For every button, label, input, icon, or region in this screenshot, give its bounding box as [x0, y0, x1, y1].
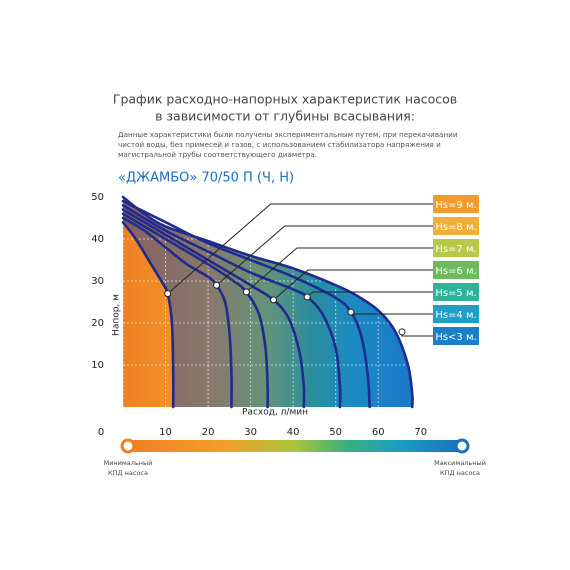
title-line: График расходно-напорных характеристик н…: [113, 92, 457, 107]
operating-point: [303, 293, 311, 301]
x-tick-label: 40: [287, 427, 300, 438]
x-tick-label: 20: [202, 427, 215, 438]
legend-label: Hs<3 м.: [435, 332, 476, 343]
subtitle: «ДЖАМБО» 70/50 П (Ч, Н): [118, 171, 294, 186]
leader-line: [246, 247, 433, 293]
legend-label: Hs=9 м.: [435, 200, 476, 211]
pump-curve: [121, 220, 175, 409]
x-axis-label: Расход, л/мин: [242, 408, 308, 418]
legend-box: [433, 195, 479, 213]
legend-box: [433, 261, 479, 279]
y-tick-label: 10: [91, 360, 104, 371]
x-tick-label: 60: [372, 427, 385, 438]
pump-curve: [121, 204, 342, 409]
note-line: магистральной трубы соответствующего диа…: [118, 150, 317, 159]
colorbar-label: КПД насоса: [440, 469, 480, 477]
colorbar-end: [454, 438, 470, 454]
operating-point: [213, 281, 221, 289]
note-line: чистой воды, без примесей и газов, с исп…: [118, 140, 441, 149]
colorbar-label: Максимальный: [434, 459, 486, 467]
x-tick-label: 70: [414, 427, 427, 438]
legend-box: [433, 283, 479, 301]
y-axis-label: Напор, м: [112, 294, 122, 336]
operating-point: [347, 308, 355, 316]
y-tick-label: 20: [91, 318, 104, 329]
y-tick-label: 50: [91, 192, 104, 203]
operating-point: [398, 328, 406, 336]
legend-label: Hs=7 м.: [435, 244, 476, 255]
title-line: в зависимости от глубины всасывания:: [155, 109, 415, 124]
colorbar-label: Минимальный: [104, 459, 153, 467]
leader-line: [401, 331, 433, 337]
pump-curve: [121, 216, 233, 409]
colorbar: [126, 440, 464, 452]
band-fill: [123, 197, 413, 407]
operating-point: [242, 288, 250, 296]
leader-line: [167, 203, 433, 294]
legend-box: [433, 239, 479, 257]
x-tick-label: 0: [98, 427, 104, 438]
pump-curve: [121, 195, 414, 409]
operating-point: [270, 296, 278, 304]
y-tick-label: 30: [91, 276, 104, 287]
legend-label: Hs=4 м.: [435, 310, 476, 321]
x-tick-label: 50: [329, 427, 342, 438]
x-tick-label: 30: [244, 427, 257, 438]
legend-box: [433, 305, 479, 323]
leader-line: [273, 269, 433, 301]
legend-label: Hs=5 м.: [435, 288, 476, 299]
operating-point: [164, 290, 172, 298]
note-line: Данные характеристики были получены эксп…: [118, 130, 458, 139]
leader-line: [216, 225, 433, 286]
colorbar-label: КПД насоса: [108, 469, 148, 477]
x-tick-label: 10: [159, 427, 172, 438]
legend-box: [433, 327, 479, 345]
legend-label: Hs=6 м.: [435, 266, 476, 277]
colorbar-end: [120, 438, 136, 454]
legend-label: Hs=8 м.: [435, 222, 476, 233]
y-tick-label: 40: [91, 234, 104, 245]
legend-box: [433, 217, 479, 235]
